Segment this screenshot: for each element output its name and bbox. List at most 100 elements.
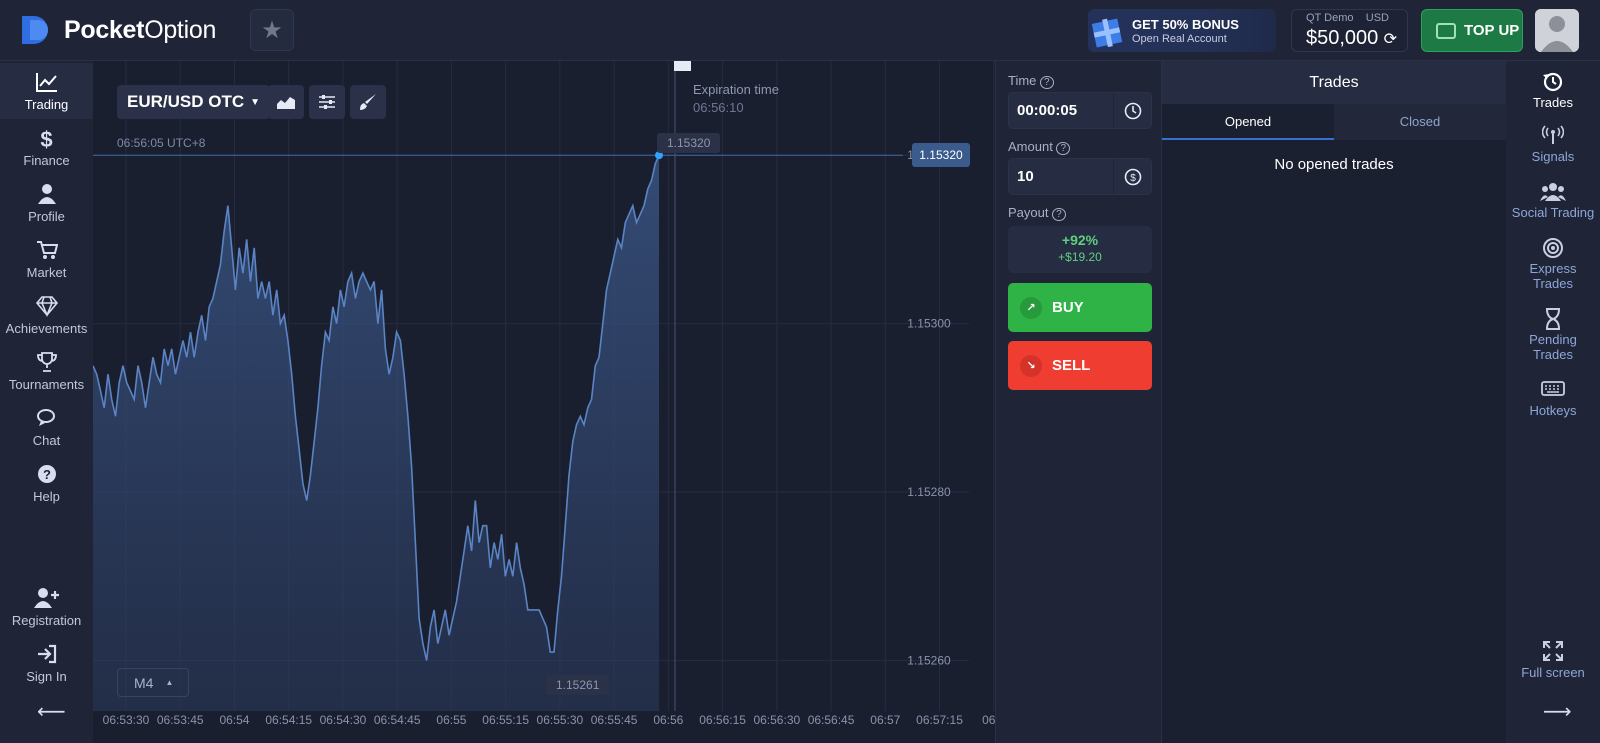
flag-icon [673, 61, 693, 80]
amount-label: Amount ? [1008, 139, 1070, 155]
history-icon [1506, 71, 1600, 95]
users-icon [1506, 181, 1600, 205]
nav-item-profile[interactable]: Profile [0, 175, 93, 231]
x-tick-label: 06:53:45 [157, 713, 204, 727]
expiration-time: 06:56:10 [693, 100, 744, 115]
nav-label: Trading [24, 97, 69, 112]
payout-percent: +92% [1061, 232, 1099, 248]
buy-label: BUY [1052, 299, 1084, 316]
trophy-icon [0, 351, 93, 377]
account-type: QT Demo [1306, 12, 1354, 24]
refresh-icon[interactable]: ⟳ [1383, 31, 1397, 48]
drawing-tools-button[interactable] [350, 85, 386, 119]
rnav-item-hotkeys[interactable]: Hotkeys [1506, 373, 1600, 418]
y-tick-label: 1.15300 [907, 317, 951, 331]
dollar-icon: $ [40, 127, 53, 152]
arrow-down-right-icon: ↘ [1020, 354, 1042, 377]
time-input[interactable]: 00:00:05 [1008, 92, 1152, 129]
tab-opened[interactable]: Opened [1162, 104, 1334, 140]
amount-value: 10 [1017, 168, 1034, 185]
svg-text:$: $ [1130, 173, 1136, 184]
cart-icon [0, 239, 93, 265]
top-up-button[interactable]: TOP UP [1421, 9, 1523, 52]
trades-panel: Trades Opened Closed No opened trades [1161, 61, 1506, 743]
hourglass-icon [1506, 308, 1600, 332]
x-tick-label: 06:55 [436, 713, 466, 727]
buy-button[interactable]: ↗ BUY [1008, 283, 1152, 332]
nav-item-chat[interactable]: Chat [0, 399, 93, 455]
payout-label: Payout ? [1008, 205, 1066, 221]
nav-item-trading[interactable]: Trading [0, 63, 93, 119]
nav-label: Chat [32, 433, 61, 448]
fullscreen-icon [1506, 641, 1600, 665]
question-icon[interactable]: ? [1040, 76, 1054, 89]
nav-item-registration[interactable]: Registration [0, 579, 93, 635]
nav-item-sign-in[interactable]: Sign In [0, 635, 93, 691]
nav-item-tournaments[interactable]: Tournaments [0, 343, 93, 399]
rnav-item-trades[interactable]: Trades [1506, 65, 1600, 110]
chart-icon [0, 71, 93, 97]
left-sidebar: Trading $ Finance Profile Market Achieve… [0, 61, 93, 743]
x-tick-label: 06:54 [219, 713, 249, 727]
asset-selector[interactable]: EUR/USD OTC ▼ [117, 85, 271, 119]
sell-button[interactable]: ↘ SELL [1008, 341, 1152, 390]
x-tick-label: 06:56 [653, 713, 683, 727]
timeframe-label: M4 [134, 674, 154, 691]
nav-label: Help [33, 489, 60, 504]
collapse-right-icon[interactable]: ⟶ [1543, 701, 1572, 723]
top-up-label: TOP UP [1464, 22, 1520, 39]
nav-item-finance[interactable]: $ Finance [0, 119, 93, 175]
nav-item-market[interactable]: Market [0, 231, 93, 287]
rnav-label: Express Trades [1529, 261, 1577, 291]
target-icon [1506, 237, 1600, 261]
diamond-icon [0, 295, 93, 321]
currency: USD [1365, 12, 1389, 24]
balance-widget[interactable]: QT Demo USD $50,000 ⟳ [1291, 9, 1408, 52]
x-tick-label: 06:54:45 [374, 713, 421, 727]
question-icon[interactable]: ? [1052, 208, 1066, 221]
price-chart[interactable]: 06:53:30 06:53:45 06:54 06:54:15 06:54:30 06:… [93, 61, 995, 743]
trades-title: Trades [1162, 61, 1506, 104]
current-price-dot [655, 151, 663, 160]
rnav-item-full-screen[interactable]: Full screen [1506, 635, 1600, 680]
rnav-item-express-trades[interactable]: Express Trades [1506, 231, 1600, 291]
balance-amount: $50,000 [1306, 27, 1379, 49]
low-price-marker: 1.15261 [546, 675, 610, 695]
price-line [93, 154, 660, 661]
order-panel: Time ? 00:00:05 Amount ? 10 $ Payout ? +… [995, 61, 1161, 743]
rnav-label: Trades [1533, 95, 1573, 110]
amount-input[interactable]: 10 $ [1008, 158, 1152, 195]
clock-icon[interactable] [1113, 93, 1151, 128]
payout-box: +92% +$19.20 [1008, 226, 1152, 273]
x-tick-label: 06:56:45 [808, 713, 855, 727]
sign-in-icon [0, 643, 93, 669]
logo-icon [20, 14, 60, 46]
question-icon[interactable]: ? [1056, 142, 1070, 155]
nav-item-help[interactable]: ? Help [0, 455, 93, 511]
rnav-item-signals[interactable]: Signals [1506, 119, 1600, 164]
x-tick-label: 06:54:15 [265, 713, 312, 727]
star-icon: ★ [261, 16, 283, 44]
favorites-button[interactable]: ★ [250, 9, 294, 51]
indicators-button[interactable] [309, 85, 345, 119]
rnav-label: Hotkeys [1529, 403, 1577, 418]
tab-closed[interactable]: Closed [1334, 104, 1506, 140]
rnav-label: Pending Trades [1529, 332, 1577, 362]
logo[interactable]: PocketOption [20, 14, 216, 46]
avatar[interactable] [1535, 9, 1579, 52]
time-value: 00:00:05 [1017, 102, 1078, 119]
timeframe-selector[interactable]: M4 ▲ [117, 668, 189, 697]
x-tick-label: 06:56:30 [753, 713, 800, 727]
bonus-banner[interactable]: GET 50% BONUS Open Real Account [1088, 9, 1276, 52]
chart-type-button[interactable] [268, 85, 304, 119]
gift-icon [1088, 9, 1132, 52]
chart-area[interactable]: 06:53:30 06:53:45 06:54 06:54:15 06:54:30 06:… [93, 61, 995, 743]
rnav-label: Signals [1531, 149, 1575, 164]
brush-icon [360, 94, 376, 110]
nav-item-achievements[interactable]: Achievements [0, 287, 93, 343]
rnav-item-pending-trades[interactable]: Pending Trades [1506, 302, 1600, 362]
user-plus-icon [0, 587, 93, 613]
currency-icon[interactable]: $ [1113, 159, 1151, 194]
rnav-item-social-trading[interactable]: Social Trading [1506, 175, 1600, 220]
collapse-left-icon[interactable]: ⟵ [37, 701, 66, 723]
